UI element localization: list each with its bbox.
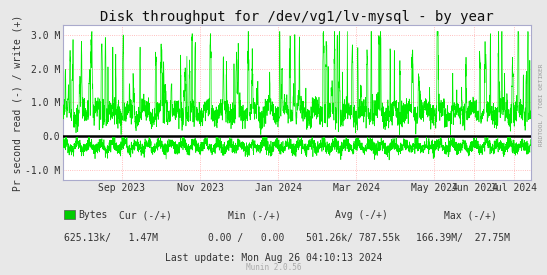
Text: 501.26k/ 787.55k: 501.26k/ 787.55k [306,233,400,243]
Text: Max (-/+): Max (-/+) [444,210,497,220]
Text: Bytes: Bytes [78,210,108,220]
Text: 166.39M/  27.75M: 166.39M/ 27.75M [416,233,510,243]
Text: RRDTOOL / TOBI OETIKER: RRDTOOL / TOBI OETIKER [538,63,543,146]
Text: 0.00 /   0.00: 0.00 / 0.00 [208,233,284,243]
Text: Min (-/+): Min (-/+) [228,210,281,220]
Text: 625.13k/   1.47M: 625.13k/ 1.47M [64,233,158,243]
Text: Cur (-/+): Cur (-/+) [119,210,171,220]
Text: Avg (-/+): Avg (-/+) [335,210,387,220]
Text: Last update: Mon Aug 26 04:10:13 2024: Last update: Mon Aug 26 04:10:13 2024 [165,253,382,263]
Title: Disk throughput for /dev/vg1/lv-mysql - by year: Disk throughput for /dev/vg1/lv-mysql - … [100,10,493,24]
Y-axis label: Pr second read (-) / write (+): Pr second read (-) / write (+) [12,14,22,191]
Text: Munin 2.0.56: Munin 2.0.56 [246,263,301,272]
